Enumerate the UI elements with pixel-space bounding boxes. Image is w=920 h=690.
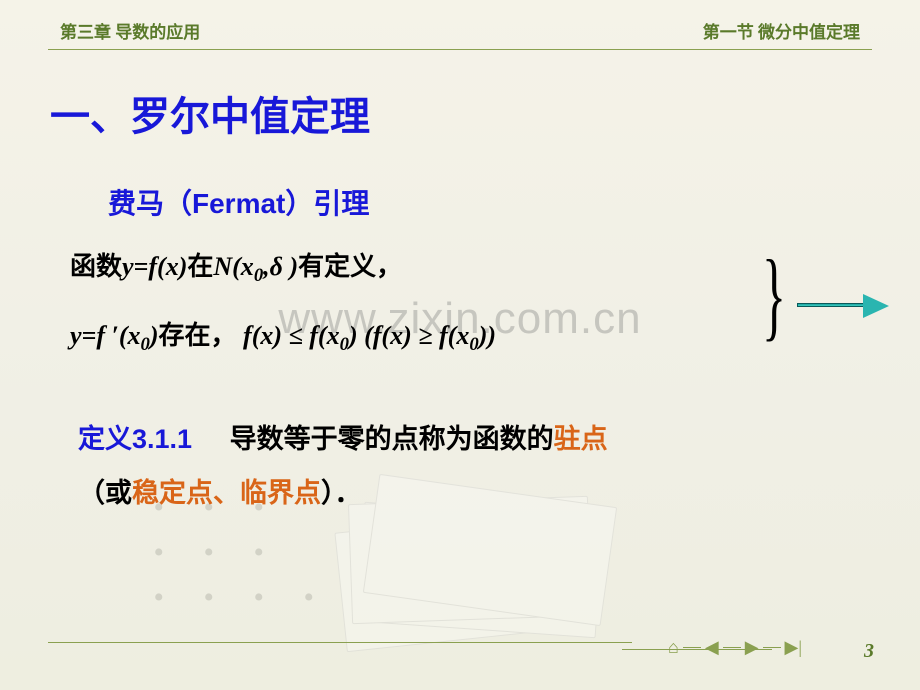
next-icon[interactable]: ▶ [745,638,759,656]
nav-controls: ⌂ ◀ ▶ ▶| [668,638,802,656]
lemma-line2: y=f ′(x0)存在， f(x) ≤ f(x0) (f(x) ≥ f(x0)) [70,315,870,356]
footer-line-right [622,649,772,650]
slide-footer: ⌂ ◀ ▶ ▶| 3 [48,642,892,676]
section-title: 一、罗尔中值定理 [50,84,870,142]
header-left: 第三章 导数的应用 [60,18,200,43]
header-right: 第一节 微分中值定理 [703,18,860,43]
paren-open: （或 [78,478,132,508]
nav-separator [763,647,781,648]
right-brace-icon: } [762,250,786,340]
text-prefix: 函数 [70,252,122,281]
paren-close: ）． [321,478,362,508]
nav-separator [723,647,741,648]
text-suffix: 有定义， [298,252,402,281]
lemma-heading: 费马（Fermat）引理 [108,182,870,222]
text-mid: 在 [187,252,213,281]
definition-number: 定义3.1.1 [78,424,192,454]
definition-text: 导数等于零的点称为函数的 [230,424,554,454]
alt-terms: 稳定点、临界点 [132,478,321,508]
footer-line [48,642,632,643]
stationary-point-term: 驻点 [554,424,608,454]
definition-block: 定义3.1.1 导数等于零的点称为函数的驻点 （或稳定点、临界点）． [78,412,870,520]
lemma-line1: 函数y=f(x)在N(x0,δ )有定义， [70,246,870,287]
lemma-body: 函数y=f(x)在N(x0,δ )有定义， y=f ′(x0)存在， f(x) … [70,246,870,356]
nav-separator [683,647,701,648]
slide-header: 第三章 导数的应用 第一节 微分中值定理 [0,0,920,47]
last-icon[interactable]: ▶| [785,638,802,656]
home-icon[interactable]: ⌂ [668,638,679,656]
text-exists: 存在， [159,321,237,350]
prev-icon[interactable]: ◀ [705,638,719,656]
page-number: 3 [864,640,874,663]
